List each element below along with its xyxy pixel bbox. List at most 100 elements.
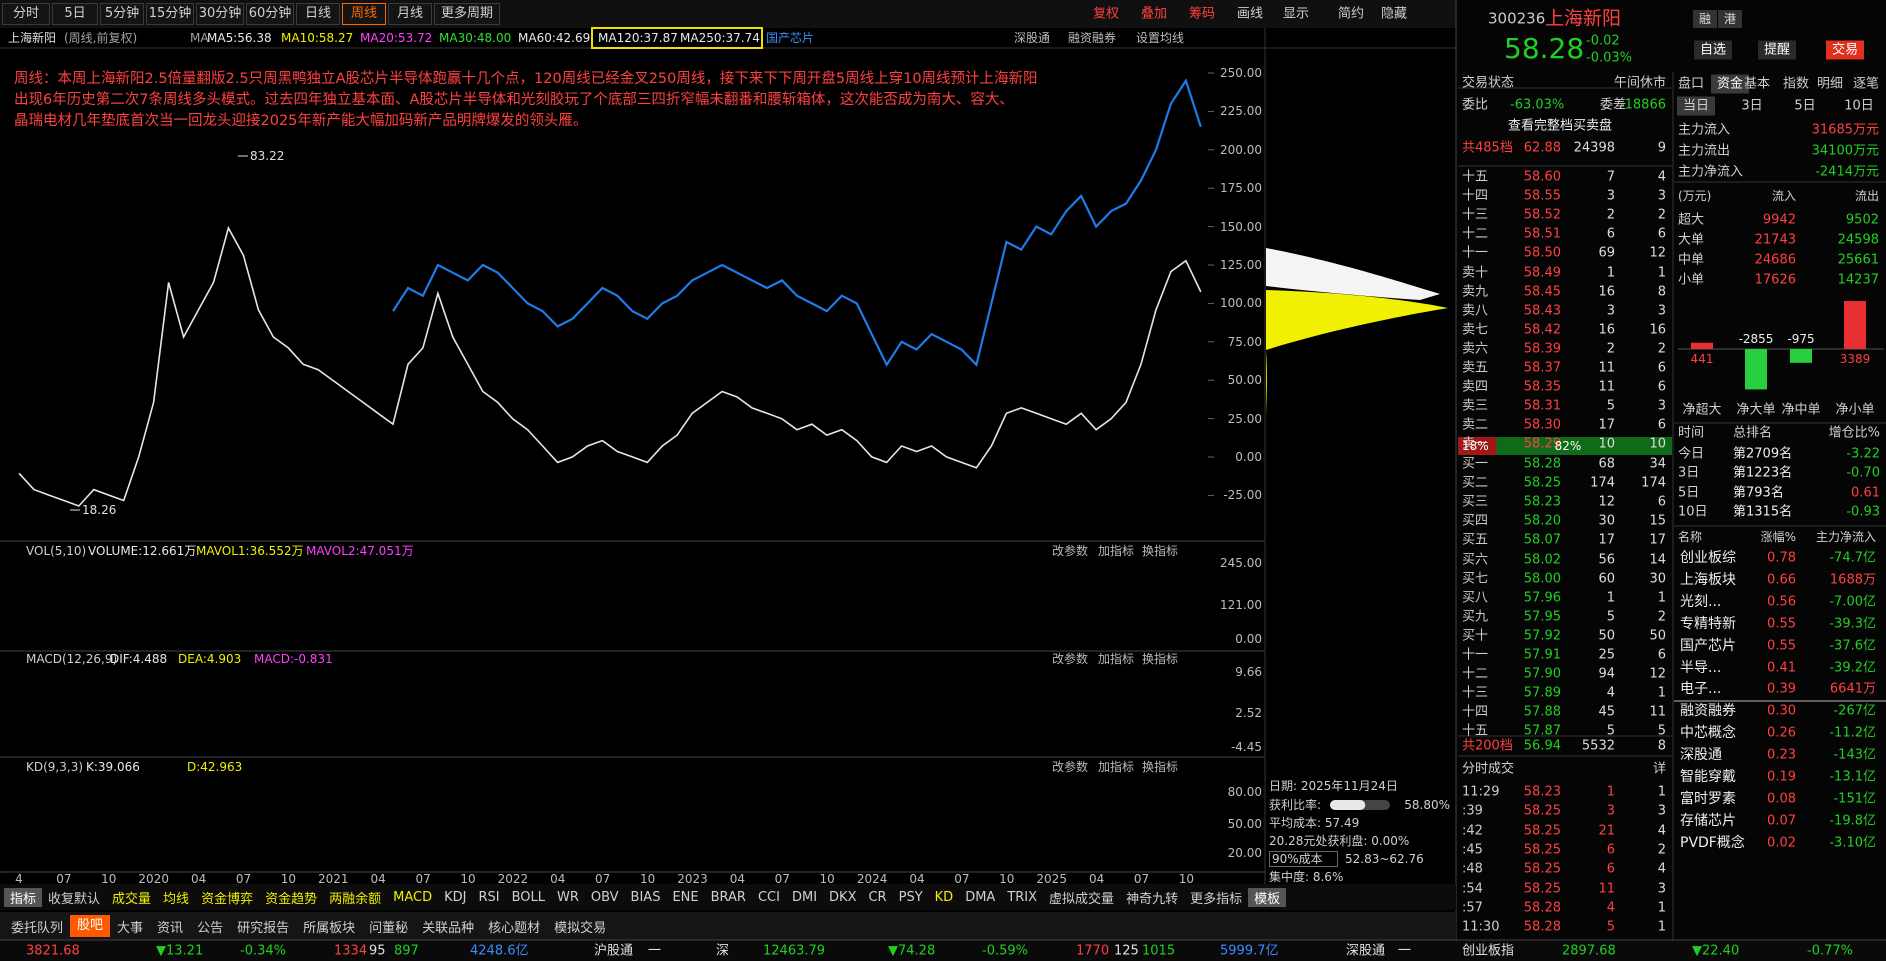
indicator-tab[interactable]: MACD (393, 889, 433, 905)
action-button[interactable]: 交易 (1826, 40, 1865, 60)
fund-period[interactable]: 3日 (1741, 98, 1763, 114)
indicator-tab[interactable]: 两融余额 (329, 891, 382, 907)
sector-name[interactable]: PVDF概念 (1680, 834, 1745, 851)
indicator-tab[interactable]: WR (557, 889, 579, 905)
panel-tool[interactable]: 加指标 (1098, 652, 1135, 666)
fund-tab[interactable]: 逐笔 (1853, 76, 1880, 92)
bottom-tab[interactable]: 委托队列 (11, 920, 64, 936)
bottom-tab[interactable]: 公告 (197, 920, 224, 936)
panel-tool[interactable]: 加指标 (1098, 544, 1135, 558)
link[interactable]: 查看完整档买卖盘 (1507, 118, 1613, 134)
period-button[interactable]: 5分钟 (100, 3, 144, 25)
fund-tab[interactable]: 资金 (1711, 74, 1750, 94)
bottom-tab[interactable]: 股吧 (70, 915, 111, 937)
bottom-tab[interactable]: 核心题材 (488, 920, 541, 936)
bottom-tab[interactable]: 资讯 (157, 920, 184, 936)
indicator-tab[interactable]: 资金博弈 (201, 891, 254, 907)
ask-row: 6 (1657, 417, 1666, 433)
panel-tool[interactable]: 加指标 (1098, 760, 1135, 774)
indicator-tab[interactable]: 资金趋势 (265, 891, 318, 907)
period-button[interactable]: 30分钟 (196, 3, 244, 25)
indicator-tab[interactable]: DKX (829, 889, 857, 905)
indicator-tab[interactable]: 指标 (4, 887, 43, 907)
indicator-tab[interactable]: KD (934, 889, 954, 905)
tool-button[interactable]: 简约 (1337, 6, 1365, 22)
action-button[interactable]: 提醒 (1758, 40, 1797, 60)
sector-name[interactable]: 深股通 (1680, 747, 1722, 764)
indicator-tab[interactable]: 均线 (163, 891, 190, 907)
tool-button[interactable]: 叠加 (1140, 6, 1168, 22)
indicator-tab[interactable]: PSY (898, 889, 923, 905)
sector-name[interactable]: 电子... (1680, 681, 1722, 698)
tool-button[interactable]: 显示 (1282, 6, 1310, 22)
ma-tool[interactable]: 深股通 (1014, 31, 1051, 45)
indicator-tab[interactable]: BOLL (511, 889, 545, 905)
period-button[interactable]: 15分钟 (146, 3, 194, 25)
period-button[interactable]: 分时 (2, 3, 50, 25)
tool-button[interactable]: 画线 (1236, 6, 1264, 22)
panel-tool[interactable]: 改参数 (1052, 544, 1089, 558)
indicator-tab[interactable]: CR (868, 889, 887, 905)
fund-tab[interactable]: 盘口 (1678, 76, 1705, 92)
indicator-tab[interactable]: BRAR (710, 889, 746, 905)
indicator-tab[interactable]: KDJ (444, 889, 467, 905)
indicator-tab[interactable]: 收复默认 (48, 891, 101, 907)
sector-name[interactable]: 专精特新 (1680, 615, 1736, 632)
period-button[interactable]: 月线 (388, 3, 432, 25)
tool-button[interactable]: 隐藏 (1380, 6, 1408, 22)
indicator-tab[interactable]: TRIX (1007, 889, 1038, 905)
sector-name[interactable]: 创业板综 (1680, 550, 1736, 566)
fund-period[interactable]: 10日 (1844, 98, 1874, 114)
tool-button[interactable]: 筹码 (1188, 6, 1216, 22)
indicator-tab[interactable]: OBV (590, 889, 619, 905)
bottom-tab[interactable]: 问董秘 (369, 920, 409, 936)
cost-select[interactable]: 90%成本 (1269, 851, 1338, 867)
indicator-tab[interactable]: ENE (672, 889, 699, 905)
panel-tool[interactable]: 换指标 (1142, 544, 1179, 558)
sector-name[interactable]: 智能穿戴 (1680, 769, 1736, 785)
period-button[interactable]: 日线 (296, 3, 340, 25)
indicator-tab[interactable]: 更多指标 (1190, 891, 1243, 907)
detail-link[interactable]: 详 (1652, 761, 1666, 777)
panel-tool[interactable]: 改参数 (1052, 652, 1089, 666)
fund-period[interactable]: 当日 (1676, 96, 1716, 116)
period-button[interactable]: 5日 (52, 3, 98, 25)
bottom-tab[interactable]: 模拟交易 (554, 920, 607, 936)
indicator-tab[interactable]: BIAS (630, 889, 661, 905)
panel-tool[interactable]: 改参数 (1052, 760, 1089, 774)
sector-name[interactable]: 光刻... (1680, 593, 1722, 610)
indicator-tab[interactable]: 神奇九转 (1126, 891, 1179, 907)
bottom-tab[interactable]: 关联品种 (422, 920, 475, 936)
bottom-tab[interactable]: 大事 (117, 920, 144, 936)
indicator-tab[interactable]: RSI (478, 889, 500, 905)
sector-name[interactable]: 上海板块 (1680, 571, 1736, 588)
bottom-tab[interactable]: 所属板块 (303, 920, 356, 936)
status-item: 125 (1114, 943, 1139, 959)
indicator-tab[interactable]: CCI (757, 889, 780, 905)
indicator-tab[interactable]: 虚拟成交量 (1049, 891, 1115, 907)
action-button[interactable]: 自选 (1694, 40, 1733, 60)
ma-tool[interactable]: 设置均线 (1136, 31, 1185, 45)
period-button[interactable]: 60分钟 (246, 3, 294, 25)
fund-tab[interactable]: 指数 (1783, 76, 1810, 92)
bottom-tab[interactable]: 研究报告 (237, 920, 290, 936)
sector-name[interactable]: 中芯概念 (1680, 725, 1736, 742)
fund-tab[interactable]: 基本 (1744, 76, 1771, 92)
fund-period[interactable]: 5日 (1794, 98, 1816, 114)
indicator-tab[interactable]: DMI (791, 889, 818, 905)
panel-tool[interactable]: 换指标 (1142, 652, 1179, 666)
sector-name[interactable]: 半导... (1680, 659, 1722, 676)
fund-tab[interactable]: 明细 (1817, 76, 1844, 92)
tool-button[interactable]: 复权 (1092, 6, 1120, 22)
indicator-tab[interactable]: DMA (965, 889, 996, 905)
period-button[interactable]: 周线 (342, 3, 386, 25)
panel-tool[interactable]: 换指标 (1142, 760, 1179, 774)
sector-name[interactable]: 融资融券 (1680, 703, 1736, 720)
ma-tool[interactable]: 融资融券 (1068, 31, 1117, 45)
indicator-tab[interactable]: 模板 (1248, 887, 1287, 907)
sector-name[interactable]: 存储芯片 (1680, 812, 1736, 829)
sector-name[interactable]: 国产芯片 (1680, 637, 1736, 654)
sector-name[interactable]: 富时罗素 (1680, 790, 1736, 807)
indicator-tab[interactable]: 成交量 (112, 891, 152, 907)
period-button[interactable]: 更多周期 (434, 3, 500, 25)
